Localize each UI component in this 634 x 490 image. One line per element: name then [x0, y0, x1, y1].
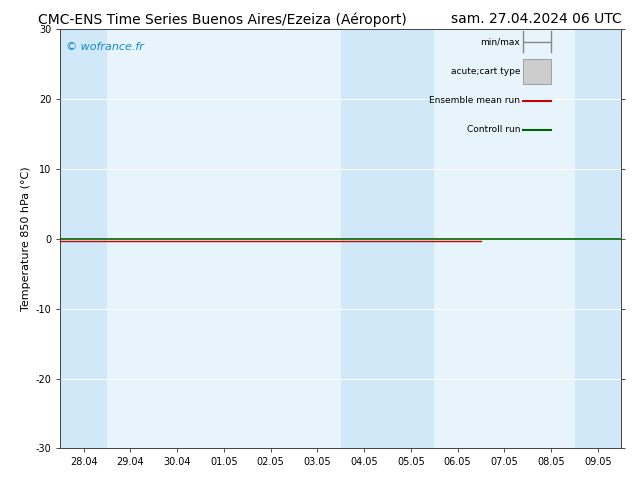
Y-axis label: Temperature 850 hPa (°C): Temperature 850 hPa (°C) [21, 167, 31, 311]
Text: © wofrance.fr: © wofrance.fr [66, 42, 144, 52]
Text: sam. 27.04.2024 06 UTC: sam. 27.04.2024 06 UTC [451, 12, 621, 26]
Text: CMC-ENS Time Series Buenos Aires/Ezeiza (Aéroport): CMC-ENS Time Series Buenos Aires/Ezeiza … [37, 12, 406, 27]
Text: min/max: min/max [481, 37, 521, 47]
Text: acute;cart type: acute;cart type [451, 67, 521, 76]
Text: Controll run: Controll run [467, 125, 521, 134]
Bar [341, 29, 434, 448]
Text: Ensemble mean run: Ensemble mean run [429, 96, 521, 105]
Bar [523, 59, 551, 84]
Bar [60, 29, 107, 448]
Bar [574, 29, 621, 448]
